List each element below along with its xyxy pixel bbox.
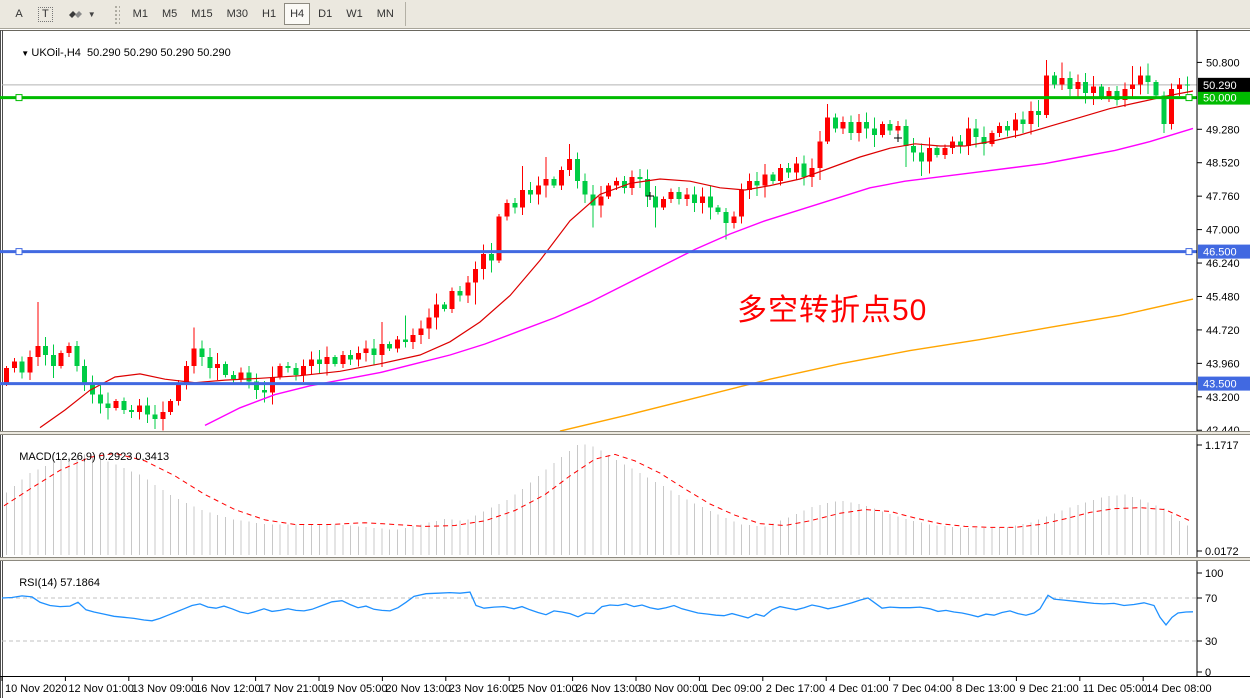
macd-label: MACD(12,26,9) 0.2923 0.3413 [19, 451, 170, 463]
svg-text:30 Nov 00:00: 30 Nov 00:00 [639, 683, 704, 695]
svg-text:48.520: 48.520 [1206, 158, 1240, 170]
svg-text:14 Dec 08:00: 14 Dec 08:00 [1146, 683, 1211, 695]
svg-text:13 Nov 09:00: 13 Nov 09:00 [132, 683, 197, 695]
svg-text:50.800: 50.800 [1206, 57, 1240, 69]
svg-text:47.000: 47.000 [1206, 225, 1240, 237]
svg-text:43.200: 43.200 [1206, 392, 1240, 404]
svg-text:43.960: 43.960 [1206, 358, 1240, 370]
svg-text:9 Dec 21:00: 9 Dec 21:00 [1019, 683, 1078, 695]
svg-text:7 Dec 04:00: 7 Dec 04:00 [893, 683, 952, 695]
arrow-objects-icon [67, 7, 85, 21]
svg-text:46.500: 46.500 [1203, 247, 1237, 259]
svg-text:20 Nov 13:00: 20 Nov 13:00 [385, 683, 450, 695]
timeframe-button-w1[interactable]: W1 [340, 3, 369, 25]
svg-text:19 Nov 05:00: 19 Nov 05:00 [322, 683, 387, 695]
text-label-button[interactable]: T [32, 3, 59, 25]
chart-title-bar: ▼ UKOil-,H4 50.290 50.290 50.290 50.290 [9, 35, 231, 71]
panel-divider-rsi[interactable] [0, 557, 1250, 561]
timeframe-button-d1[interactable]: D1 [312, 3, 338, 25]
svg-text:44.720: 44.720 [1206, 325, 1240, 337]
svg-text:26 Nov 13:00: 26 Nov 13:00 [576, 683, 641, 695]
svg-text:70: 70 [1205, 593, 1217, 605]
svg-text:10 Nov 2020: 10 Nov 2020 [5, 683, 67, 695]
timeframe-button-m5[interactable]: M5 [156, 3, 183, 25]
svg-text:43.500: 43.500 [1203, 379, 1237, 391]
svg-text:47.760: 47.760 [1206, 191, 1240, 203]
svg-text:49.280: 49.280 [1206, 124, 1240, 136]
chart-annotation-text[interactable]: 多空转折点50 [737, 294, 928, 327]
dropdown-caret-icon: ▼ [87, 9, 96, 19]
timeframe-button-m30[interactable]: M30 [221, 3, 254, 25]
svg-text:30: 30 [1205, 636, 1217, 648]
rsi-label: RSI(14) 57.1864 [19, 577, 100, 589]
chart-title-collapse-icon[interactable]: ▼ [21, 49, 32, 58]
text-label-icon: T [38, 6, 53, 22]
timeframe-button-m1[interactable]: M1 [127, 3, 154, 25]
arrow-objects-button[interactable]: ▼ [61, 3, 102, 25]
svg-text:2 Dec 17:00: 2 Dec 17:00 [766, 683, 825, 695]
svg-text:12 Nov 01:00: 12 Nov 01:00 [68, 683, 133, 695]
rsi-value: 57.1864 [60, 577, 100, 589]
svg-text:1.1717: 1.1717 [1205, 440, 1239, 452]
panel-divider-macd[interactable] [0, 431, 1250, 435]
chart-title-ohlc: 50.290 50.290 50.290 50.290 [87, 47, 231, 59]
svg-text:4 Dec 01:00: 4 Dec 01:00 [829, 683, 888, 695]
window-border-left-inner [2, 30, 3, 698]
svg-text:11 Dec 05:00: 11 Dec 05:00 [1083, 683, 1148, 695]
window-border-left-outer [0, 30, 1, 698]
macd-values: 0.2923 0.3413 [98, 451, 170, 463]
timeframe-button-h1[interactable]: H1 [256, 3, 282, 25]
svg-text:45.480: 45.480 [1206, 291, 1240, 303]
svg-text:100: 100 [1205, 568, 1223, 580]
timeframe-button-m15[interactable]: M15 [185, 3, 218, 25]
timeframe-button-h4[interactable]: H4 [284, 3, 311, 25]
svg-text:25 Nov 01:00: 25 Nov 01:00 [512, 683, 577, 695]
svg-text:42.440: 42.440 [1206, 425, 1240, 431]
svg-text:17 Nov 21:00: 17 Nov 21:00 [259, 683, 324, 695]
svg-text:0: 0 [1205, 667, 1211, 676]
chart-title-symbol: UKOil-,H4 [31, 47, 81, 59]
macd-panel[interactable]: 1.1717 0.0172 [0, 435, 1250, 557]
toolbar-separator [404, 2, 406, 26]
svg-text:16 Nov 12:00: 16 Nov 12:00 [195, 683, 260, 695]
svg-text:0.0172: 0.0172 [1205, 546, 1239, 557]
timeframe-group: M1 M5 M15 M30 H1 H4 D1 W1 MN [126, 3, 401, 25]
svg-text:1 Dec 09:00: 1 Dec 09:00 [702, 683, 761, 695]
svg-text:8 Dec 13:00: 8 Dec 13:00 [956, 683, 1015, 695]
insert-text-button[interactable]: A [8, 3, 30, 25]
toolbar-grip[interactable] [112, 4, 120, 24]
chart-toolbar: A T ▼ M1 M5 M15 M30 H1 H4 D1 W1 MN [0, 0, 1250, 29]
timeframe-button-mn[interactable]: MN [371, 3, 400, 25]
svg-text:23 Nov 16:00: 23 Nov 16:00 [449, 683, 514, 695]
rsi-panel[interactable]: 100 70 30 0 [0, 561, 1250, 676]
svg-text:46.240: 46.240 [1206, 258, 1240, 270]
svg-text:50.290: 50.290 [1203, 80, 1237, 92]
price-chart[interactable]: 50.800 49.280 48.520 47.760 47.000 46.240 45.4… [0, 30, 1250, 431]
text-tool-icon: A [15, 8, 23, 20]
svg-text:50.000: 50.000 [1203, 93, 1237, 105]
